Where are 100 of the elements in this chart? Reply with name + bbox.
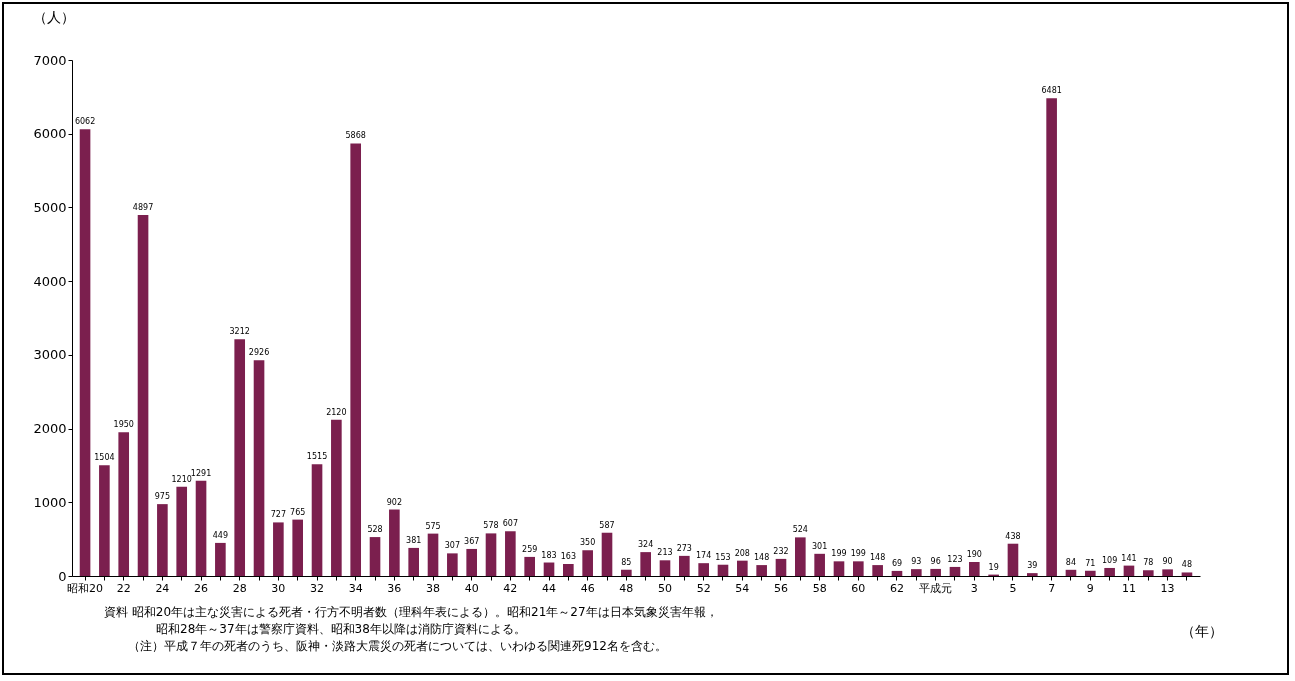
bar — [273, 522, 284, 576]
data-label: 148 — [754, 553, 770, 563]
y-tick-label: 2000 — [33, 421, 67, 437]
bar — [1142, 570, 1154, 576]
data-label: 90 — [1162, 557, 1173, 567]
bar — [389, 509, 400, 576]
x-tick-label: 9 — [1086, 581, 1094, 595]
data-label: 607 — [502, 519, 518, 529]
data-label: 85 — [621, 557, 632, 567]
x-tick-label: 42 — [503, 581, 518, 595]
data-label: 232 — [773, 546, 789, 556]
bar — [640, 552, 651, 576]
y-tick-label: 1000 — [33, 494, 67, 510]
x-axis-title: （年） — [1180, 622, 1223, 639]
data-label: 727 — [270, 510, 287, 520]
data-label: 141 — [1121, 553, 1137, 563]
x-tick-label: 26 — [194, 581, 209, 595]
x-tick-label: 44 — [542, 581, 557, 595]
x-tick-label: 3 — [970, 581, 978, 595]
bar — [891, 570, 903, 576]
data-label: 301 — [812, 541, 828, 551]
data-label: 367 — [464, 536, 480, 546]
bar — [543, 562, 555, 576]
bar — [679, 555, 690, 576]
x-tick-label: 48 — [619, 581, 634, 595]
bar — [930, 568, 941, 576]
x-tick-label: 11 — [1121, 581, 1136, 595]
x-tick-label: 28 — [232, 581, 247, 595]
bar — [118, 432, 130, 576]
x-tick-label: 13 — [1160, 581, 1175, 595]
x-tick-label: 32 — [310, 581, 325, 595]
data-label: 1504 — [94, 453, 115, 463]
bar — [621, 569, 632, 576]
x-tick-label: 40 — [464, 581, 479, 595]
data-label: 307 — [444, 541, 460, 551]
data-label: 2926 — [248, 348, 270, 358]
bar — [698, 563, 709, 576]
bar — [311, 464, 323, 576]
bar — [1026, 573, 1038, 576]
bar — [601, 532, 613, 576]
x-tick-label: 30 — [271, 581, 286, 595]
data-label: 153 — [715, 552, 731, 562]
data-label: 213 — [657, 548, 673, 558]
x-tick-label: 60 — [851, 581, 866, 595]
bar — [157, 504, 168, 576]
bar — [176, 486, 188, 576]
data-label: 148 — [870, 553, 886, 563]
data-label: 3212 — [229, 327, 250, 337]
data-label: 575 — [425, 521, 441, 531]
bar — [369, 537, 381, 576]
bar — [737, 560, 748, 576]
data-label: 4897 — [132, 203, 154, 213]
bar — [756, 565, 767, 576]
data-label: 1950 — [113, 420, 134, 430]
data-label: 1515 — [306, 452, 328, 462]
data-label: 183 — [541, 550, 557, 560]
x-tick-label: 62 — [889, 581, 904, 595]
bar — [466, 548, 477, 576]
x-tick-label: 7 — [1048, 581, 1056, 595]
bar — [234, 339, 246, 576]
data-label: 975 — [154, 492, 171, 502]
x-tick-label: 46 — [580, 581, 595, 595]
data-label: 1210 — [171, 474, 192, 484]
bar — [350, 143, 362, 576]
bar — [563, 563, 574, 576]
bar — [795, 537, 806, 576]
y-tick-label: 5000 — [33, 199, 67, 215]
bar — [659, 560, 671, 576]
x-tick-label: 56 — [773, 581, 788, 595]
bar — [331, 419, 342, 576]
y-tick-label: 0 — [58, 568, 67, 584]
bar — [427, 533, 439, 576]
data-label: 163 — [560, 551, 576, 561]
data-label: 190 — [966, 549, 982, 559]
x-tick-label: 50 — [658, 581, 672, 595]
text: 昭和28年～37年は警察庁資料、昭和38年以降は消防庁資料による。 — [155, 621, 527, 638]
bar — [814, 553, 825, 576]
bar — [1065, 569, 1077, 576]
bar — [1181, 572, 1193, 576]
bar — [485, 533, 497, 576]
data-label: 6062 — [74, 117, 96, 127]
data-label: 69 — [891, 558, 903, 568]
bar — [79, 129, 91, 576]
text: （注）平成７年の死者のうち、阪神・淡路大震災の死者については、いわゆる関連死912名を含む。 — [127, 638, 668, 655]
data-label: 48 — [1181, 560, 1193, 570]
bar — [292, 519, 304, 576]
data-label: 902 — [386, 497, 402, 507]
bar — [505, 531, 516, 576]
x-tick-label: 54 — [735, 581, 750, 595]
data-label: 6481 — [1041, 86, 1062, 96]
bar — [910, 569, 922, 576]
data-label: 19 — [988, 562, 999, 572]
bar — [717, 564, 729, 576]
y-tick-label: 6000 — [33, 126, 67, 142]
bar — [872, 565, 883, 576]
data-label: 259 — [522, 544, 538, 554]
bar — [447, 553, 458, 576]
bar — [968, 561, 980, 576]
bar — [1007, 543, 1019, 576]
data-label: 2120 — [326, 407, 347, 417]
